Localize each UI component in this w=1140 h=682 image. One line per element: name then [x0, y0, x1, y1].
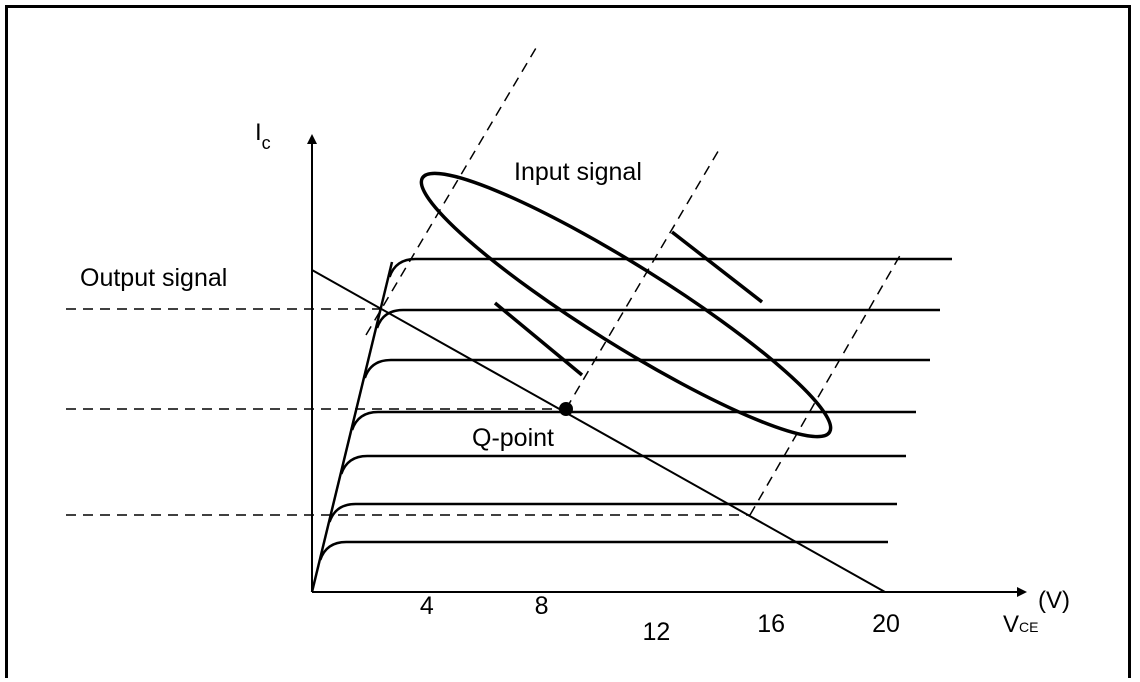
x-tick-labels: 4 8 12 16 20	[420, 592, 900, 646]
input-signal-ellipse	[419, 171, 833, 439]
input-projection-center	[565, 147, 721, 410]
load-line	[311, 269, 886, 593]
q-point-label: Q-point	[472, 424, 554, 452]
characteristic-curve	[328, 502, 897, 523]
characteristic-curve	[350, 410, 916, 431]
x-tick-label: 12	[642, 618, 670, 646]
saturation-boundary	[310, 261, 394, 593]
x-tick-label: 16	[757, 610, 785, 638]
x-tick-label: 8	[535, 592, 549, 620]
q-point-marker	[559, 402, 573, 416]
characteristic-curve	[340, 454, 906, 475]
figure-frame	[5, 5, 1131, 678]
output-signal-label: Output signal	[80, 264, 227, 292]
x-tick-label: 20	[872, 610, 900, 638]
characteristic-curve	[388, 257, 952, 278]
x-axis-label: VCE	[1003, 611, 1038, 638]
input-waveform-segment-right	[670, 230, 764, 304]
input-waveform-segment-left	[493, 301, 584, 377]
input-signal-label: Input signal	[514, 158, 642, 186]
input-projection-left	[365, 47, 537, 336]
characteristic-curve	[363, 358, 930, 379]
input-projection-right	[749, 251, 903, 516]
y-axis-label: Ic	[255, 119, 271, 153]
x-tick-label: 4	[420, 592, 434, 620]
characteristic-curve	[375, 308, 940, 329]
x-axis-unit: (V)	[1038, 587, 1070, 614]
